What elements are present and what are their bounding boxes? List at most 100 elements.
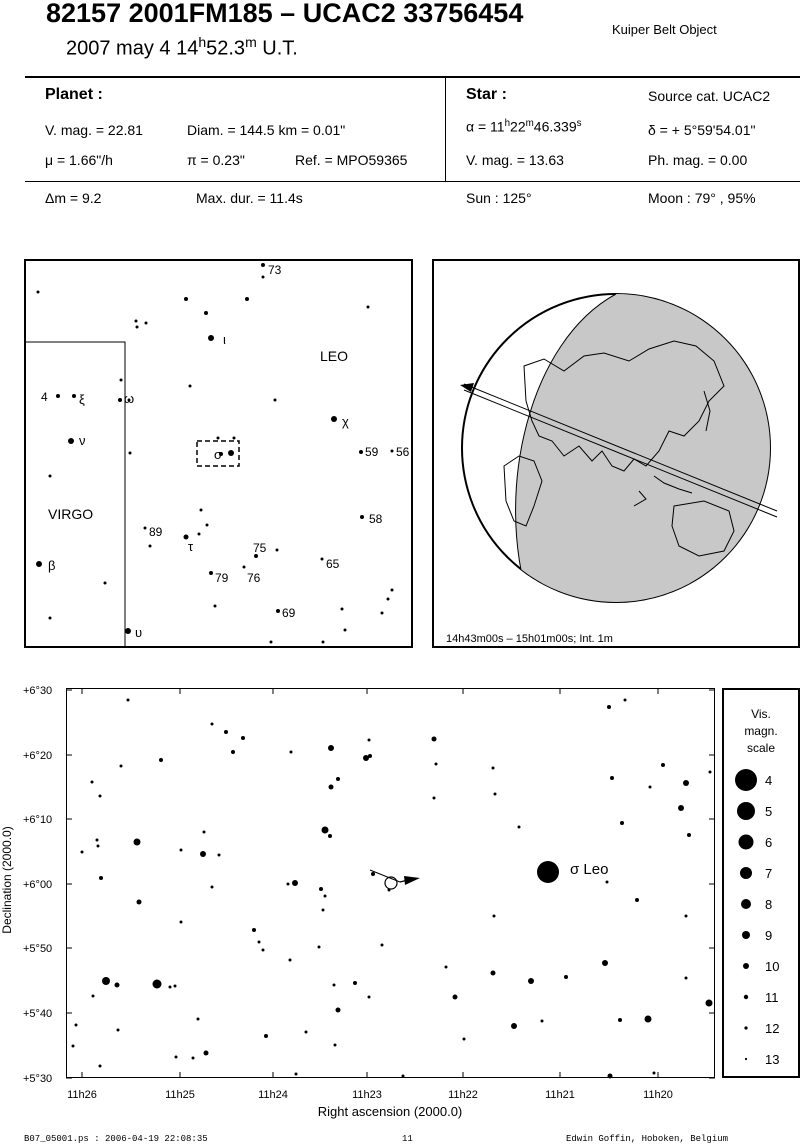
finder-star <box>380 611 384 615</box>
chart-star <box>191 1056 195 1060</box>
legend-mag-12: 12 <box>765 1021 779 1036</box>
chart-star <box>620 821 624 825</box>
footer-file: B07_05001.ps : 2006-04-19 22:08:35 <box>24 1134 208 1144</box>
chart-star <box>196 1017 200 1021</box>
legend-dot-mag-9 <box>742 931 750 939</box>
chart-star <box>159 758 163 762</box>
chart-star <box>618 1018 622 1022</box>
moon-info: Moon : 79° , 95% <box>648 190 756 206</box>
chart-star <box>95 838 99 842</box>
chart-star <box>119 764 123 768</box>
info-top-rule <box>25 76 800 78</box>
chart-star <box>371 872 375 876</box>
label-58: 58 <box>369 512 383 526</box>
chart-star <box>74 1023 78 1027</box>
finder-star <box>209 571 213 575</box>
finder-star <box>118 398 122 402</box>
label-omega: ω <box>124 391 134 406</box>
legend-dot-mag-7 <box>740 867 752 879</box>
chart-star <box>114 982 120 988</box>
planet-diam: Diam. = 144.5 km = 0.01" <box>187 122 346 138</box>
ytick-5: +5°40 <box>23 1008 52 1020</box>
xtick-1: 11h25 <box>165 1089 195 1101</box>
chart-star <box>610 776 614 780</box>
finder-star <box>232 436 236 440</box>
asteroid-path <box>369 869 420 890</box>
finder-star <box>72 394 76 398</box>
finder-star-field <box>36 263 394 644</box>
legend-mag-6: 6 <box>765 835 772 850</box>
footer-author: Edwin Goffin, Hoboken, Belgium <box>566 1134 729 1144</box>
label-59: 59 <box>365 445 379 459</box>
magnitude-legend: Vis. magn. scale 4 5 6 7 8 9 10 11 12 13 <box>722 688 800 1078</box>
info-mid-rule <box>25 181 800 182</box>
chart-star <box>432 796 436 800</box>
chart-star <box>133 838 141 846</box>
finder-star <box>261 275 265 279</box>
chart-star <box>648 785 652 789</box>
label-56: 56 <box>396 445 410 459</box>
chart-star <box>257 940 261 944</box>
ytick-1: +6°20 <box>23 750 52 762</box>
target-field-box <box>196 440 240 467</box>
finder-star <box>36 290 40 294</box>
detailed-chart-frame <box>66 688 715 1078</box>
page-title: 82157 2001FM185 – UCAC2 33756454 <box>46 0 524 28</box>
chart-star <box>288 958 292 962</box>
ytick-6: +5°30 <box>23 1073 52 1085</box>
chart-star <box>173 984 177 988</box>
label-76: 76 <box>247 571 261 585</box>
chart-star <box>564 975 568 979</box>
chart-star <box>71 1044 75 1048</box>
finder-star <box>128 451 132 455</box>
finder-star <box>273 398 277 402</box>
label-73: 73 <box>268 263 282 277</box>
xtick-6: 11h20 <box>643 1089 673 1101</box>
chart-star <box>202 830 206 834</box>
finder-star <box>254 554 258 558</box>
finder-star <box>276 609 280 613</box>
finder-star <box>366 305 370 309</box>
finder-star <box>184 297 188 301</box>
chart-star <box>623 698 627 702</box>
chart-star <box>286 882 290 886</box>
xtick-4: 11h22 <box>448 1089 478 1101</box>
chart-star <box>493 792 497 796</box>
chart-star <box>136 899 142 905</box>
chart-star <box>333 1043 337 1047</box>
chart-star <box>336 777 340 781</box>
chart-star <box>605 880 609 884</box>
finder-star <box>56 394 60 398</box>
chart-star <box>90 780 94 784</box>
label-tau: τ <box>188 539 194 554</box>
finder-star <box>242 565 246 569</box>
chart-star <box>434 762 438 766</box>
chart-star <box>289 750 293 754</box>
chart-star <box>367 995 371 999</box>
chart-star <box>168 985 172 989</box>
chart-star <box>380 943 384 947</box>
ytick-3: +6°00 <box>23 879 52 891</box>
label-chi: χ <box>342 414 349 429</box>
sigma-leo-label: σ Leo <box>570 861 608 878</box>
label-upsilon: υ <box>135 625 142 640</box>
xtick-3: 11h23 <box>352 1089 382 1101</box>
chart-star <box>264 1034 268 1038</box>
finder-star <box>125 628 131 634</box>
chart-star <box>431 736 437 742</box>
chart-star <box>99 876 103 880</box>
ytick-4: +5°50 <box>23 943 52 955</box>
terminator <box>515 294 617 602</box>
chart-star <box>98 794 102 798</box>
chart-star <box>687 833 691 837</box>
chart-star <box>367 738 371 742</box>
constellation-boundary <box>26 341 126 646</box>
y-axis-label: Declination (2000.0) <box>0 826 14 933</box>
chart-star <box>200 851 206 857</box>
finder-star <box>188 384 192 388</box>
legend-mag-8: 8 <box>765 897 772 912</box>
chart-star <box>368 754 372 758</box>
legend-mag-4: 4 <box>765 773 772 788</box>
star-vmag: V. mag. = 13.63 <box>466 152 564 168</box>
chart-star <box>328 745 334 751</box>
